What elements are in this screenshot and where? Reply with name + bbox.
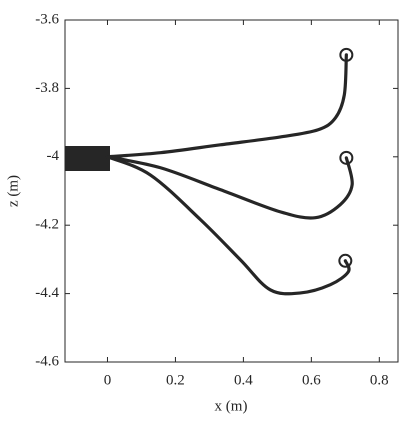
y-tick-label: -3.6: [35, 11, 59, 27]
body-block: [65, 146, 110, 171]
x-tick-label: 0.2: [166, 372, 185, 388]
x-tick-label: 0.6: [302, 372, 321, 388]
series-line: [105, 53, 348, 159]
y-tick-label: -4.4: [35, 285, 59, 301]
y-tick-label: -4.2: [35, 217, 59, 233]
x-axis-label: x (m): [215, 398, 248, 414]
end-marker: [339, 150, 354, 165]
x-tick-label: 0: [104, 372, 112, 388]
series-line: [105, 155, 351, 296]
x-tick-label: 0.8: [370, 372, 389, 388]
y-tick-label: -3.8: [35, 80, 59, 96]
y-tick-label: -4: [47, 148, 60, 164]
x-tick-label: 0.4: [234, 372, 253, 388]
end-marker: [339, 47, 354, 62]
axes-box: [64, 19, 399, 363]
series-line: [105, 155, 354, 220]
y-axis-label: z (m): [5, 175, 21, 207]
end-marker: [338, 253, 353, 268]
y-tick-label: -4.6: [35, 353, 59, 369]
